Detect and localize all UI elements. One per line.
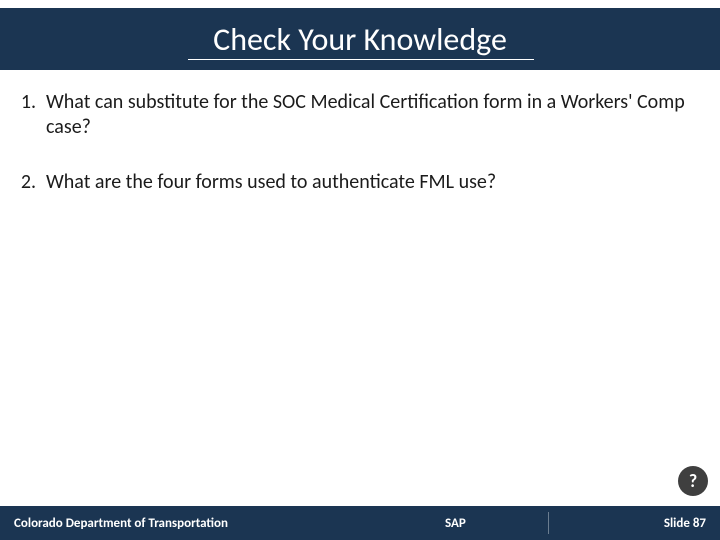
slide-footer: Colorado Department of Transportation SA… (0, 506, 720, 540)
slide-title: Check Your Knowledge (213, 20, 507, 59)
question-text: What are the four forms used to authenti… (46, 170, 702, 195)
question-number: 2. (18, 170, 46, 195)
footer-org: Colorado Department of Transportation (14, 516, 228, 531)
help-icon-label: ? (689, 472, 697, 490)
question-number: 1. (18, 90, 46, 115)
question-text: What can substitute for the SOC Medical … (46, 90, 702, 140)
slide-body: 1. What can substitute for the SOC Medic… (18, 90, 702, 225)
footer-divider (548, 512, 549, 534)
slide: Check Your Knowledge 1. What can substit… (0, 0, 720, 540)
question-item: 1. What can substitute for the SOC Medic… (18, 90, 702, 140)
footer-system: SAP (445, 516, 466, 531)
footer-slide-number: Slide 87 (664, 516, 706, 531)
question-item: 2. What are the four forms used to authe… (18, 170, 702, 195)
title-bar: Check Your Knowledge (0, 8, 720, 70)
help-icon[interactable]: ? (678, 466, 708, 496)
title-underline (188, 59, 534, 60)
